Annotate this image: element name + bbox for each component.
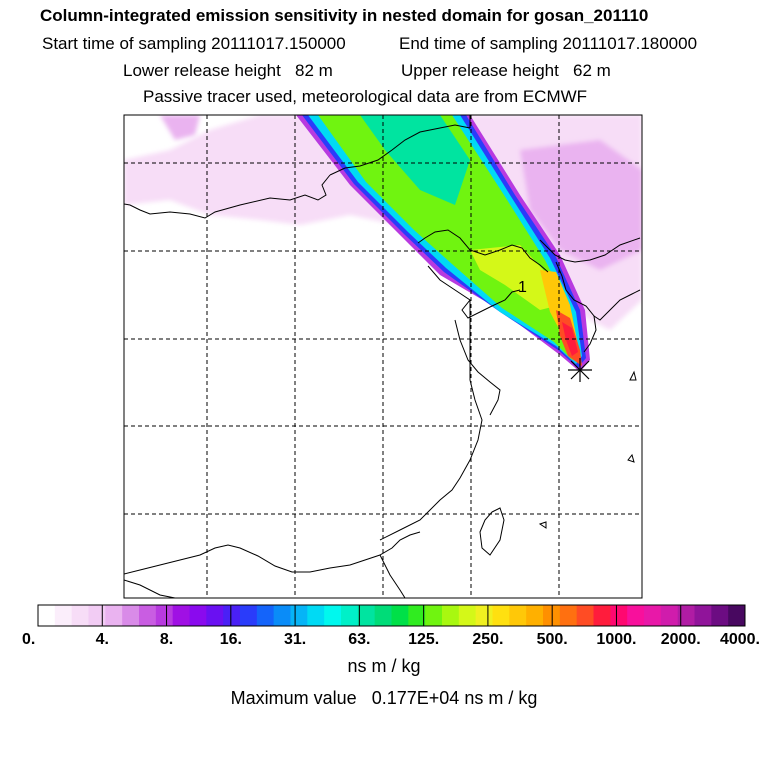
colorbar-segment xyxy=(273,605,291,626)
colorbar-tick-label: 16. xyxy=(220,631,242,648)
colorbar-segment xyxy=(71,605,89,626)
colorbar-segment xyxy=(711,605,729,626)
plume-pink-patch-east xyxy=(520,140,642,270)
colorbar-segment xyxy=(256,605,275,626)
colorbar-segment xyxy=(290,605,308,626)
map-frame xyxy=(123,114,643,599)
colorbar-segment xyxy=(543,605,561,626)
colorbar-segment xyxy=(240,605,258,626)
colorbar-segment xyxy=(105,605,123,626)
colorbar-tick-label: 8. xyxy=(160,631,173,648)
plot-title: Column-integrated emission sensitivity i… xyxy=(40,6,649,25)
start-time-label: Start time of sampling xyxy=(42,34,207,53)
colorbar-segment xyxy=(526,605,544,626)
colorbar-segment xyxy=(593,605,611,626)
colorbar-tick-label: 125. xyxy=(408,631,439,648)
maximum-value-label: Maximum value xyxy=(230,688,357,708)
colorbar-segment xyxy=(139,605,157,626)
colorbar-segment xyxy=(694,605,712,626)
colorbar-tick-label: 4. xyxy=(96,631,109,648)
lower-release-label: Lower release height xyxy=(123,61,281,80)
start-time-value: 20111017.150000 xyxy=(211,34,346,53)
plume-field xyxy=(124,115,642,598)
colorbar-segment xyxy=(54,605,73,626)
lat-lon-grid xyxy=(124,115,642,598)
colorbar-segment xyxy=(576,605,594,626)
plume-green xyxy=(318,115,578,360)
colorbar-segment xyxy=(38,605,56,626)
maximum-value-number: 0.177E+04 xyxy=(371,688,460,708)
colorbar-tick-label: 1000. xyxy=(596,631,636,648)
colorbar-tick-label: 4000. xyxy=(720,631,760,648)
plume-teal-core xyxy=(360,115,470,205)
colorbar-segment xyxy=(627,605,645,626)
colorbar-tick-label: 63. xyxy=(348,631,370,648)
upper-release-height: Upper release height 62 m xyxy=(401,61,768,81)
upper-release-value: 62 m xyxy=(573,61,611,80)
receptor-star-icon xyxy=(568,358,592,382)
end-time: End time of sampling 20111017.180000 xyxy=(399,34,768,54)
colorbar-segment xyxy=(458,605,477,626)
colorbar-segment xyxy=(206,605,224,626)
colorbar xyxy=(37,604,746,627)
maximum-value: Maximum value 0.177E+04 ns m / kg xyxy=(0,688,768,709)
maximum-value-units: ns m / kg xyxy=(464,688,538,708)
colorbar-frame xyxy=(37,604,746,627)
colorbar-segment xyxy=(357,605,376,626)
colorbar-tick-label: 250. xyxy=(472,631,503,648)
lower-release-value: 82 m xyxy=(295,61,333,80)
colorbar-segment xyxy=(425,605,443,626)
colorbar-segment xyxy=(509,605,527,626)
colorbar-segment xyxy=(341,605,359,626)
colorbar-segment xyxy=(122,605,140,626)
end-time-value: 20111017.180000 xyxy=(562,34,698,53)
colorbar-segment xyxy=(189,605,207,626)
colorbar-ticks: 0. 4. 8. 16. 31. 63. 125. 250. 500. 1000. 2000. 400… xyxy=(22,631,760,648)
start-time: Start time of sampling 20111017.150000 xyxy=(42,34,768,54)
colorbar-segment xyxy=(324,605,342,626)
colorbar-tick-label: 0. xyxy=(22,631,35,648)
plume-low-region xyxy=(124,115,642,330)
colorbar-segment xyxy=(660,605,679,626)
colorbar-segment xyxy=(88,605,106,626)
colorbar-segment xyxy=(728,605,746,626)
colorbar-segment xyxy=(155,605,174,626)
colorbar-segment xyxy=(610,605,628,626)
plume-yellowgreen xyxy=(470,245,560,310)
colorbar-tick-label: 2000. xyxy=(661,631,701,648)
colorbar-segment xyxy=(307,605,325,626)
colorbar-tick-label: 31. xyxy=(284,631,306,648)
colorbar-segment xyxy=(374,605,392,626)
tracer-note: Passive tracer used, meteorological data… xyxy=(143,87,588,106)
colorbar-segment xyxy=(559,605,578,626)
colorbar-tick-label: 500. xyxy=(537,631,568,648)
map-position-label: 1 xyxy=(518,279,527,296)
colorbar-segment xyxy=(644,605,662,626)
colorbar-segment xyxy=(442,605,460,626)
coastlines xyxy=(124,115,641,598)
colorbar-segment xyxy=(492,605,510,626)
colorbar-units: ns m / kg xyxy=(347,656,421,676)
upper-release-label: Upper release height xyxy=(401,61,559,80)
colorbar-segment xyxy=(677,605,695,626)
colorbar-segment xyxy=(223,605,241,626)
plume-pink-patch xyxy=(160,115,200,140)
colorbar-segment xyxy=(172,605,190,626)
colorbar-segment xyxy=(475,605,493,626)
colorbar-segment xyxy=(408,605,426,626)
plume-red-core xyxy=(562,322,578,356)
colorbar-segment xyxy=(391,605,409,626)
lower-release-height: Lower release height 82 m xyxy=(123,61,768,81)
end-time-label: End time of sampling xyxy=(399,34,558,53)
